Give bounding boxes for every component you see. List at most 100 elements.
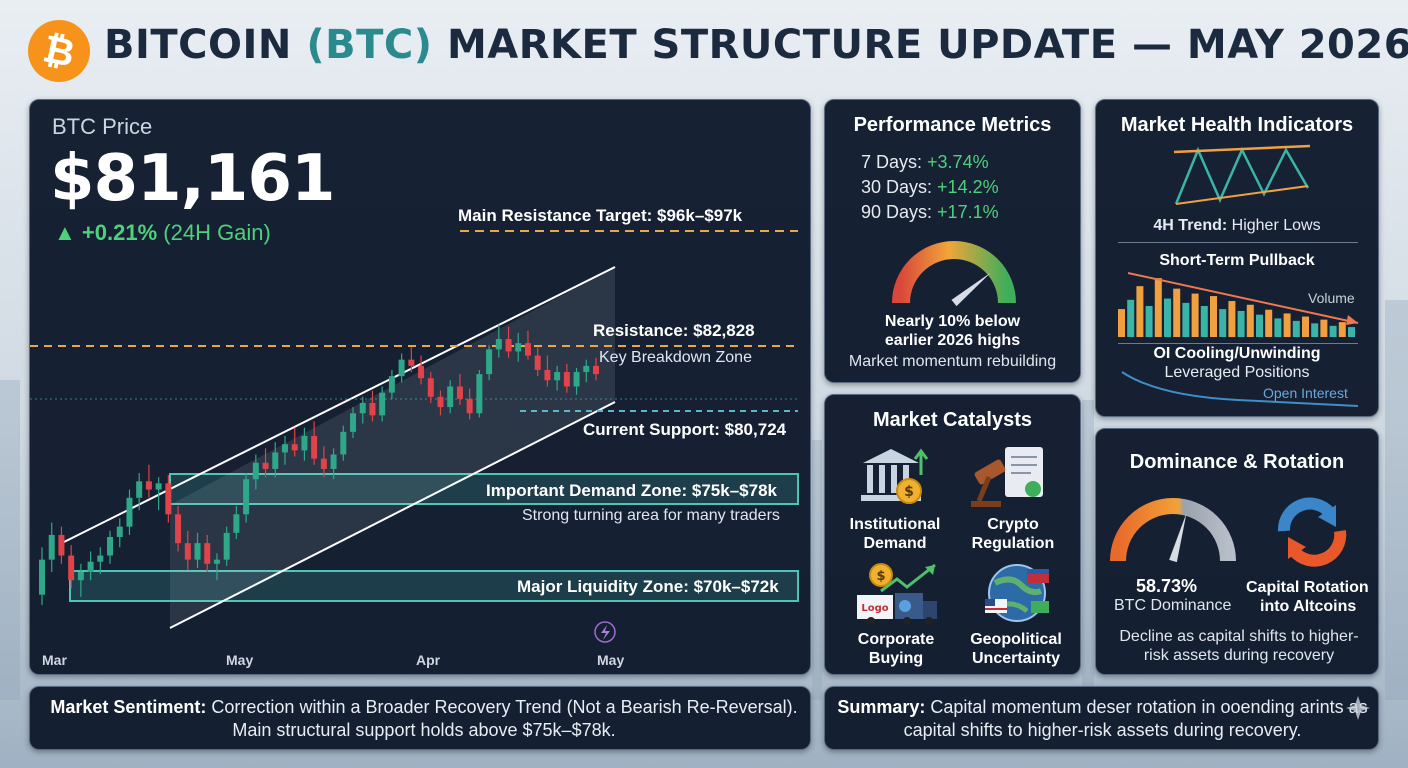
summary-text: Summary: Capital momentum deser rotation… <box>837 697 1368 740</box>
candle-body <box>350 413 357 432</box>
momentum-gauge <box>892 241 1016 307</box>
candle-body <box>126 497 133 527</box>
up-arrow-icon: ▲ <box>54 220 76 245</box>
candle-body <box>155 483 162 490</box>
oi-label-1: OI Cooling/Unwinding <box>1153 345 1321 362</box>
candle-body <box>495 339 502 350</box>
candle-body <box>175 514 182 544</box>
candle-body <box>554 372 561 381</box>
corporate-icon: $ Logo <box>857 563 937 625</box>
candle-body <box>213 559 220 564</box>
summary-panel: Summary: Capital momentum deser rotation… <box>824 686 1379 750</box>
liquidity-zone-label: Major Liquidity Zone: $70k–$72k <box>517 577 779 596</box>
market-sentiment-panel: Market Sentiment: Correction within a Br… <box>29 686 811 750</box>
candle-body <box>379 392 386 416</box>
candle-body <box>77 572 84 581</box>
candle-body <box>418 365 425 379</box>
candle-body <box>447 386 454 408</box>
pullback-label: Short-Term Pullback <box>1159 252 1315 269</box>
volume-bar <box>1145 306 1153 337</box>
divider <box>1118 343 1358 344</box>
health-title: Market Health Indicators <box>1120 114 1354 136</box>
gavel-icon <box>971 447 1043 507</box>
btc-price-value: $81,161 <box>50 142 335 216</box>
volume-bar <box>1274 318 1282 337</box>
volume-bar <box>1127 299 1135 337</box>
candle-body <box>68 555 75 581</box>
volume-bar <box>1320 319 1328 337</box>
volume-bar <box>1154 278 1162 337</box>
x-tick-label: May <box>597 652 625 668</box>
rotation-icon <box>1277 497 1347 567</box>
candle-body <box>184 543 191 560</box>
pullback-trend-line <box>1127 272 1359 324</box>
candle-body <box>233 514 240 533</box>
svg-text:$: $ <box>904 484 914 500</box>
candle-body <box>505 339 512 352</box>
performance-note-3: Market momentum rebuilding <box>848 353 1057 370</box>
divider <box>1118 242 1358 243</box>
metric-90d: 90 Days: +17.1% <box>861 202 999 222</box>
candle-body <box>359 402 366 414</box>
catalyst-institutional-label: Institutional Demand <box>849 516 941 552</box>
catalysts-title: Market Catalysts <box>873 409 1032 431</box>
support-label: Current Support: $80,724 <box>583 420 787 439</box>
dominance-value-label: BTC Dominance <box>1114 597 1232 614</box>
market-health-panel: Market Health Indicators 4H Trend: Highe… <box>1095 99 1379 417</box>
candle-body <box>262 462 269 469</box>
rotation-label-1: Capital Rotation <box>1246 579 1369 596</box>
volume-bar <box>1246 304 1254 337</box>
volume-bar <box>1118 309 1125 337</box>
candle-body <box>204 543 211 564</box>
liquidity-zone <box>69 570 799 602</box>
candle-body <box>281 444 288 453</box>
demand-zone <box>169 473 799 505</box>
volume-bar <box>1256 314 1263 337</box>
candle-body <box>107 536 114 556</box>
candle-body <box>272 452 279 469</box>
arrow-head-icon <box>1346 315 1358 325</box>
demand-zone-note: Strong turning area for many traders <box>522 507 780 524</box>
candle-body <box>58 534 65 556</box>
candle-body <box>544 369 551 381</box>
metric-7d: 7 Days: +3.74% <box>861 152 989 172</box>
channel-lower-line <box>169 401 616 629</box>
resistance-label: Resistance: $82,828 <box>593 321 755 340</box>
volume-bar <box>1348 327 1355 337</box>
candle-body <box>593 365 599 375</box>
volume-bar <box>1283 313 1291 337</box>
candle-body <box>437 396 444 408</box>
volume-bar <box>1329 325 1337 337</box>
candle-body <box>408 359 415 366</box>
volume-bar <box>1237 310 1245 337</box>
trend-channel-fill <box>170 267 615 628</box>
rotation-label-2: into Altcoins <box>1260 598 1357 615</box>
volume-bar <box>1338 322 1346 337</box>
candle-body <box>466 398 473 414</box>
candle-body <box>398 359 405 377</box>
candle-body <box>301 435 308 451</box>
candle-body <box>223 532 230 560</box>
volume-label: Volume <box>1308 290 1355 306</box>
candle-body <box>291 444 298 451</box>
performance-note-1: Nearly 10% below <box>884 313 1021 330</box>
candle-body <box>476 374 483 414</box>
candlestick-chart <box>30 230 799 643</box>
bank-icon: $ <box>861 448 929 504</box>
svg-text:$: $ <box>876 569 885 584</box>
lightning-icon <box>594 621 616 643</box>
higher-lows-icon <box>1173 144 1311 205</box>
candle-body <box>243 479 250 515</box>
market-sentiment-text: Market Sentiment: Correction within a Br… <box>50 697 798 740</box>
catalyst-corporate-label: Corporate Buying <box>857 631 935 667</box>
demand-zone-label: Important Demand Zone: $75k–$78k <box>486 481 777 500</box>
candle-body <box>486 349 493 375</box>
volume-bar <box>1311 323 1319 337</box>
performance-metrics-panel: Performance Metrics 7 Days: +3.74% 30 Da… <box>824 99 1081 383</box>
candle-body <box>194 543 201 560</box>
candle-body <box>515 343 522 352</box>
dominance-value: 58.73% <box>1136 576 1198 596</box>
price-chart-panel: BTC Price $81,161 ▲ +0.21% (24H Gain) Ma… <box>29 99 811 675</box>
dominance-rotation-panel: Dominance & Rotation 58.73% BTC Dominanc… <box>1095 428 1379 675</box>
